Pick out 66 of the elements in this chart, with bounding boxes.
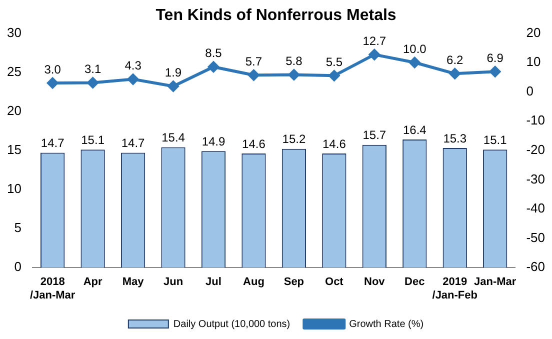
data-label: 15.3 (443, 131, 467, 146)
y2-tick-label: -30 (526, 171, 546, 186)
y2-tick-label: 20 (526, 24, 541, 40)
data-label: 15.1 (483, 132, 508, 147)
data-label: 8.5 (205, 46, 222, 60)
point (409, 57, 420, 68)
y-tick-label: 5 (14, 220, 22, 236)
y-tick-label: 30 (6, 24, 22, 40)
y-tick-label: 0 (14, 259, 22, 274)
data-label: 16.4 (402, 122, 427, 137)
y2-tick-label: -10 (526, 112, 546, 128)
x-tick-label: Dec (404, 276, 425, 288)
data-label: 5.7 (245, 54, 262, 68)
point (368, 49, 380, 60)
data-label: 12.7 (362, 34, 386, 48)
point (168, 80, 179, 92)
point (490, 66, 501, 78)
point (449, 68, 460, 80)
x-tick-label: Jan-Mar (474, 276, 517, 288)
point (47, 78, 58, 89)
data-label: 3.1 (84, 62, 102, 76)
x-tick-label: Jul (206, 276, 222, 288)
x-tick-label: Sep (284, 276, 304, 288)
data-label: 4.3 (124, 58, 142, 73)
data-label: 6.2 (446, 52, 464, 67)
y-tick-label: 25 (6, 64, 22, 79)
point (87, 77, 98, 88)
data-label: 6.9 (486, 50, 504, 65)
x-tick-label: 2018 /Jan-Mar (30, 276, 76, 302)
data-label: 1.9 (164, 66, 182, 80)
y2-tick-label: 10 (526, 54, 541, 70)
x-tick-label: May (122, 276, 145, 288)
data-label: 15.7 (362, 128, 386, 142)
data-label: 15.2 (282, 132, 306, 146)
chart-title: Ten Kinds of Nonferrous Metals (156, 7, 396, 24)
data-label: 14.9 (202, 134, 226, 148)
y-tick-label: 10 (6, 181, 22, 196)
point (128, 74, 139, 85)
legend-label: Daily Output (10,000 tons) (173, 318, 290, 330)
data-label: 14.7 (40, 136, 65, 150)
y2-tick-label: -50 (526, 230, 546, 245)
y-tick-label: 20 (6, 102, 22, 118)
data-label: 14.6 (242, 136, 266, 151)
data-label: 10.0 (402, 42, 427, 56)
x-tick-label: Nov (364, 276, 386, 288)
y2-tick-label: 0 (526, 83, 534, 98)
point (248, 70, 260, 81)
x-tick-label: Apr (83, 276, 103, 288)
point (288, 69, 300, 80)
y2-tick-label: -20 (526, 142, 546, 157)
legend-label: Growth Rate (%) (349, 318, 424, 330)
data-label: 15.4 (162, 130, 186, 145)
data-label: 14.7 (121, 136, 146, 150)
data-label: 14.6 (322, 136, 346, 151)
y2-tick-label: -40 (526, 200, 546, 216)
data-label: 15.1 (81, 132, 105, 147)
data-label: 5.8 (286, 54, 303, 68)
x-tick-label: Jun (163, 276, 184, 288)
point (208, 61, 219, 72)
point (328, 70, 340, 82)
data-label: 5.5 (326, 54, 343, 69)
x-tick-label: Oct (325, 276, 344, 288)
y-tick-label: 15 (6, 142, 22, 157)
x-tick-label: Aug (243, 276, 264, 288)
y2-tick-label: -60 (526, 259, 546, 274)
data-label: 3.0 (44, 62, 62, 76)
